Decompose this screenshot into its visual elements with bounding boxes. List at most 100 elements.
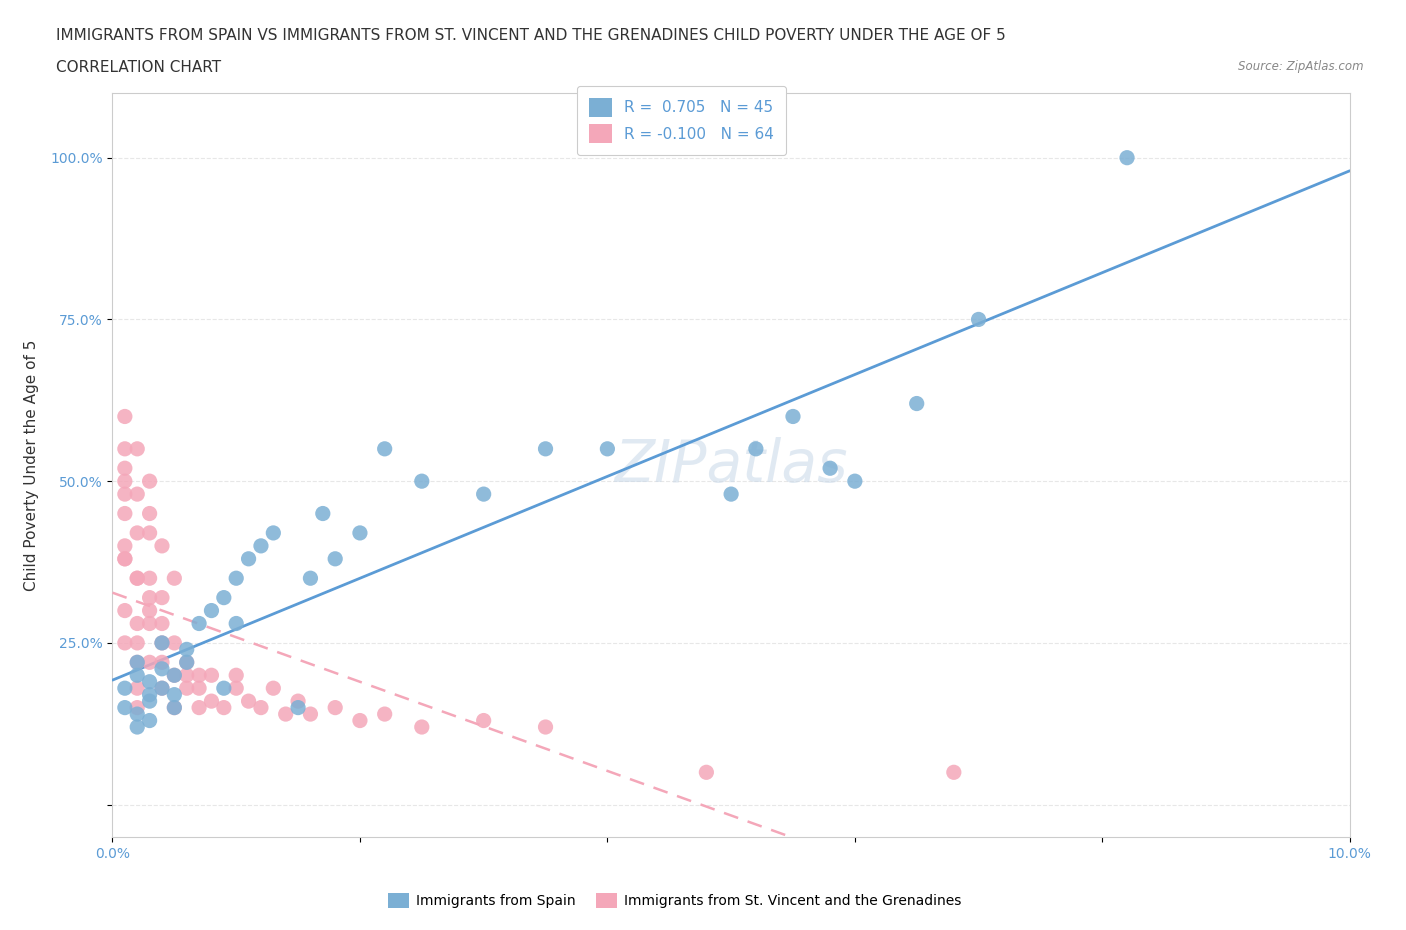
Point: [745, 442, 768, 457]
Point: [225, 681, 247, 696]
Point: [374, 707, 396, 722]
Point: [114, 538, 136, 553]
Point: [114, 409, 136, 424]
Point: [163, 700, 186, 715]
Point: [323, 551, 346, 566]
Point: [596, 442, 619, 457]
Point: [200, 694, 222, 709]
Point: [534, 720, 557, 735]
Legend: Immigrants from Spain, Immigrants from St. Vincent and the Grenadines: Immigrants from Spain, Immigrants from S…: [382, 888, 967, 914]
Point: [114, 635, 136, 650]
Point: [138, 687, 160, 702]
Point: [114, 700, 136, 715]
Point: [150, 681, 173, 696]
Point: [534, 442, 557, 457]
Point: [176, 642, 198, 657]
Point: [374, 442, 396, 457]
Point: [287, 694, 309, 709]
Point: [188, 616, 211, 631]
Point: [720, 486, 742, 501]
Point: [114, 506, 136, 521]
Point: [274, 707, 297, 722]
Point: [163, 635, 186, 650]
Point: [114, 486, 136, 501]
Point: [138, 506, 160, 521]
Point: [238, 551, 260, 566]
Point: [695, 764, 717, 779]
Point: [176, 681, 198, 696]
Point: [212, 700, 235, 715]
Point: [225, 571, 247, 586]
Point: [127, 707, 149, 722]
Text: IMMIGRANTS FROM SPAIN VS IMMIGRANTS FROM ST. VINCENT AND THE GRENADINES CHILD PO: IMMIGRANTS FROM SPAIN VS IMMIGRANTS FROM…: [56, 28, 1005, 43]
Point: [200, 668, 222, 683]
Point: [127, 681, 149, 696]
Point: [225, 668, 247, 683]
Point: [138, 591, 160, 605]
Point: [176, 655, 198, 670]
Point: [127, 655, 149, 670]
Point: [349, 713, 371, 728]
Point: [905, 396, 928, 411]
Point: [114, 442, 136, 457]
Point: [150, 681, 173, 696]
Point: [250, 538, 273, 553]
Point: [1116, 151, 1139, 166]
Point: [287, 700, 309, 715]
Point: [212, 591, 235, 605]
Point: [299, 707, 322, 722]
Y-axis label: Child Poverty Under the Age of 5: Child Poverty Under the Age of 5: [24, 339, 39, 591]
Point: [472, 486, 495, 501]
Point: [114, 604, 136, 618]
Point: [138, 694, 160, 709]
Point: [138, 616, 160, 631]
Point: [200, 604, 222, 618]
Text: Source: ZipAtlas.com: Source: ZipAtlas.com: [1239, 60, 1364, 73]
Point: [150, 591, 173, 605]
Point: [188, 700, 211, 715]
Point: [250, 700, 273, 715]
Point: [150, 635, 173, 650]
Point: [163, 687, 186, 702]
Point: [127, 525, 149, 540]
Point: [782, 409, 804, 424]
Point: [138, 473, 160, 488]
Point: [127, 635, 149, 650]
Point: [127, 668, 149, 683]
Point: [163, 571, 186, 586]
Point: [138, 525, 160, 540]
Point: [138, 571, 160, 586]
Point: [323, 700, 346, 715]
Point: [127, 571, 149, 586]
Point: [472, 713, 495, 728]
Point: [212, 681, 235, 696]
Point: [262, 525, 284, 540]
Point: [299, 571, 322, 586]
Point: [411, 473, 433, 488]
Point: [127, 442, 149, 457]
Point: [114, 460, 136, 475]
Point: [163, 668, 186, 683]
Point: [188, 681, 211, 696]
Point: [127, 655, 149, 670]
Point: [114, 473, 136, 488]
Point: [150, 635, 173, 650]
Point: [127, 486, 149, 501]
Point: [138, 655, 160, 670]
Point: [150, 616, 173, 631]
Point: [114, 551, 136, 566]
Point: [262, 681, 284, 696]
Text: ZIPatlas: ZIPatlas: [614, 436, 848, 494]
Point: [163, 668, 186, 683]
Point: [844, 473, 866, 488]
Point: [138, 713, 160, 728]
Point: [818, 460, 841, 475]
Point: [163, 700, 186, 715]
Point: [942, 764, 965, 779]
Point: [312, 506, 335, 521]
Point: [188, 668, 211, 683]
Point: [176, 668, 198, 683]
Point: [127, 720, 149, 735]
Point: [138, 674, 160, 689]
Point: [238, 694, 260, 709]
